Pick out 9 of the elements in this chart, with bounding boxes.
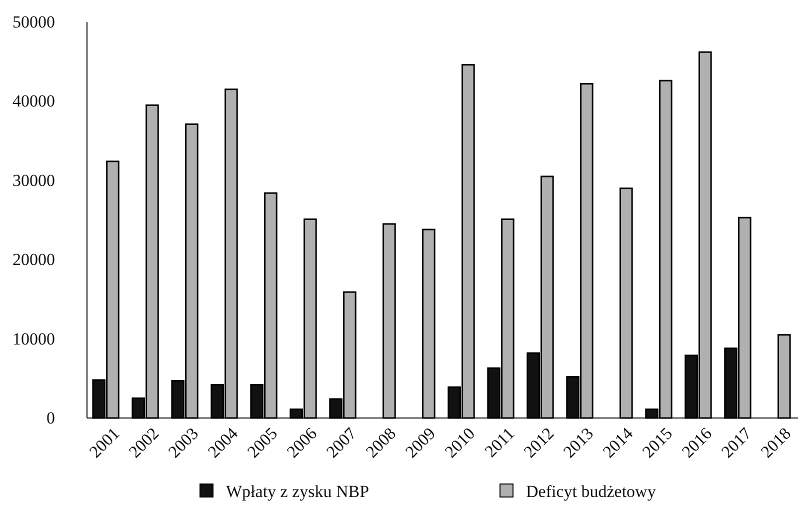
legend-label: Wpłaty z zysku NBP bbox=[226, 482, 370, 501]
y-tick-label: 10000 bbox=[12, 329, 55, 348]
y-tick-label: 30000 bbox=[12, 170, 55, 190]
y-tick-label: 20000 bbox=[12, 250, 55, 270]
y-tick-label: 50000 bbox=[12, 12, 55, 32]
y-tick-label: 40000 bbox=[12, 92, 55, 111]
x-tick-label: 2011 bbox=[481, 424, 518, 461]
y-tick-label: 0 bbox=[46, 408, 55, 428]
legend-label: Deficyt budżetowy bbox=[526, 482, 656, 501]
